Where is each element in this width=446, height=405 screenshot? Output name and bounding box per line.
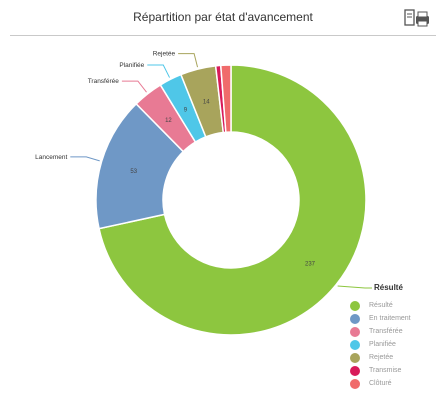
legend-swatch [350, 313, 360, 324]
callout-line-3 [147, 64, 171, 78]
printer-icon [404, 9, 429, 27]
legend-label: Résulté [369, 302, 393, 309]
legend-item-3[interactable]: Planifiée [350, 338, 442, 351]
chart-title: Répartition par état d'avancement [133, 10, 313, 24]
legend-swatch [350, 339, 360, 350]
callout-line-0 [337, 285, 372, 289]
legend-swatch [350, 300, 360, 311]
legend-item-5[interactable]: Transmise [350, 364, 442, 377]
callout-line-1 [70, 156, 100, 162]
callout-label-1: Lancement [35, 154, 67, 161]
slice-6[interactable] [219, 64, 232, 134]
slice-label-2: 12 [165, 118, 172, 124]
callout-label-4: Rejetée [153, 51, 176, 58]
callout-line-4 [178, 53, 199, 68]
legend-swatch [350, 326, 360, 337]
legend-label: Clôturé [369, 380, 392, 387]
legend-item-1[interactable]: En traitement [350, 312, 442, 325]
legend-label: Transférée [369, 328, 403, 335]
legend-swatch [350, 365, 360, 376]
legend-label: Rejetée [369, 354, 394, 361]
title-divider [10, 35, 436, 36]
slice-0[interactable] [98, 64, 367, 336]
legend-label: Transmise [369, 367, 402, 374]
legend-item-6[interactable]: Clôturé [350, 377, 442, 390]
slice-label-0: 237 [305, 262, 316, 268]
legend-item-4[interactable]: Rejetée [350, 351, 442, 364]
slice-label-3: 9 [184, 107, 188, 113]
callout-line-2 [121, 80, 147, 93]
callout-label-3: Planifiée [119, 62, 144, 69]
legend-title: Résulté [374, 283, 403, 292]
legend-label: En traitement [369, 315, 411, 322]
legend-item-2[interactable]: Transférée [350, 325, 442, 338]
legend: Résulté Résulté En traitement Transférée Pl… [350, 283, 442, 390]
print-button[interactable] [404, 8, 430, 28]
legend-swatch [350, 378, 360, 389]
legend-item-0[interactable]: Résulté [350, 299, 442, 312]
legend-label: Planifiée [369, 341, 396, 348]
slice-label-4: 14 [203, 100, 210, 106]
legend-swatch [350, 352, 360, 363]
slice-label-1: 53 [130, 169, 137, 175]
slice-1[interactable] [95, 102, 185, 230]
callout-label-2: Transférée [88, 78, 120, 85]
